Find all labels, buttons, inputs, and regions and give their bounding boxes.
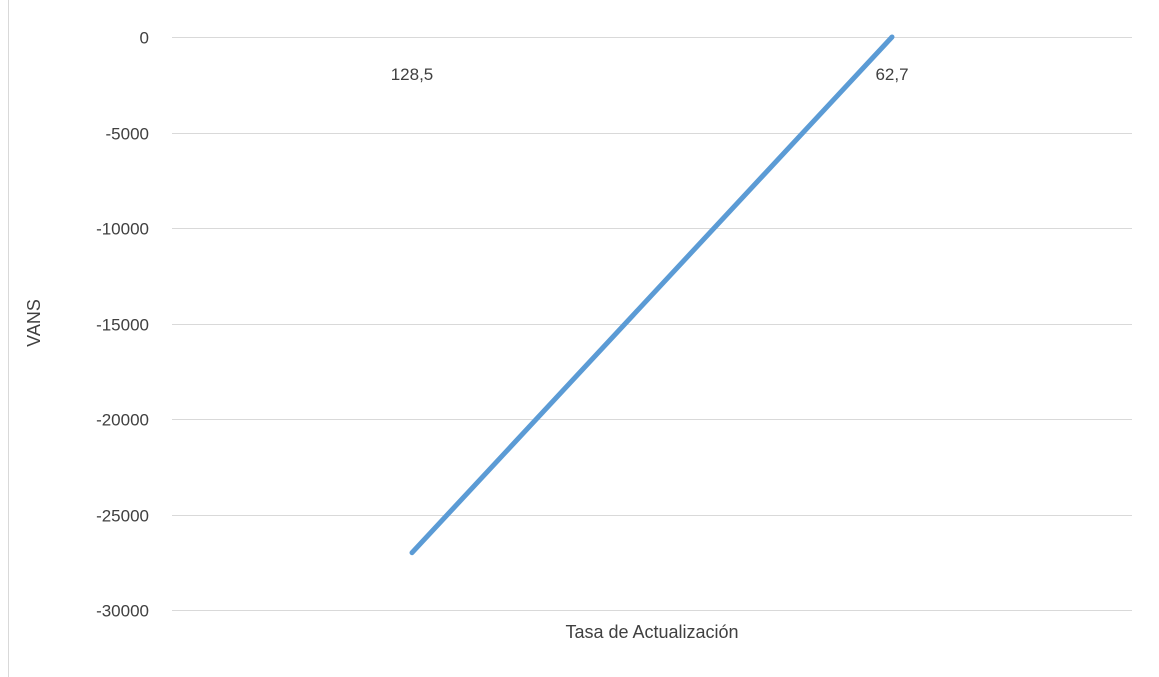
y-axis-title: VANS [24, 299, 44, 347]
category-labels: 128,5 62,7 [391, 65, 909, 84]
series-line [409, 34, 895, 556]
y-tick-label: 0 [140, 29, 149, 48]
y-tick-label: -5000 [106, 125, 149, 144]
y-axis-tick-labels: 0 -5000 -10000 -15000 -20000 -25000 -30000 [96, 29, 149, 621]
x-category-label: 62,7 [875, 65, 908, 84]
x-axis-title: Tasa de Actualización [565, 622, 738, 642]
y-tick-label: -10000 [96, 220, 149, 239]
x-category-label: 128,5 [391, 65, 434, 84]
y-tick-label: -30000 [96, 602, 149, 621]
y-tick-label: -20000 [96, 411, 149, 430]
series-lines [409, 34, 895, 556]
y-tick-label: -25000 [96, 507, 149, 526]
y-tick-label: -15000 [96, 316, 149, 335]
grid-lines [172, 37, 1132, 611]
